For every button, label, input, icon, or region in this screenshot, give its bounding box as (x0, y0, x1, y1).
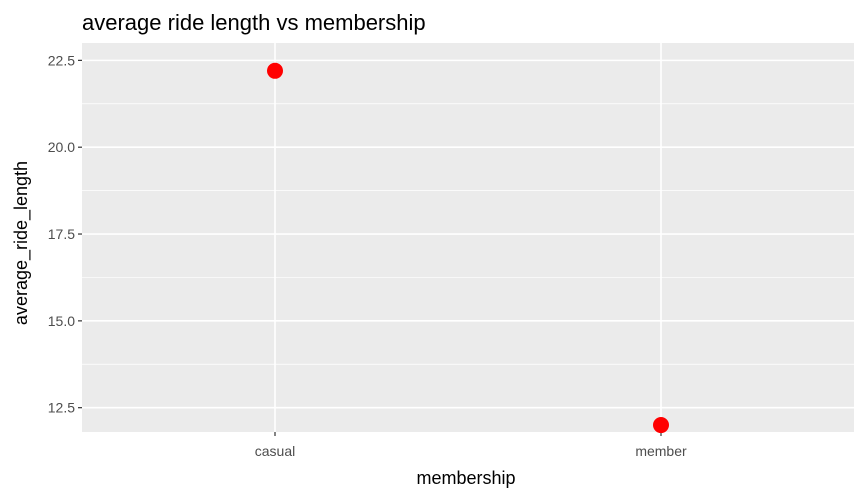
plot-panel (82, 43, 854, 432)
y-axis-title: average_ride_length (11, 161, 32, 325)
x-tick-label: casual (255, 443, 295, 459)
data-point-member (653, 417, 669, 434)
data-point-casual (267, 62, 283, 79)
y-tick-label: 12.5 (48, 400, 75, 416)
y-tick-label: 22.5 (48, 52, 75, 68)
y-tick-label: 15.0 (48, 313, 75, 329)
x-tick-label: member (635, 443, 687, 459)
x-axis-title: membership (416, 468, 515, 488)
y-tick-label: 17.5 (48, 226, 75, 242)
chart-title: average ride length vs membership (82, 10, 426, 35)
y-tick-label: 20.0 (48, 139, 75, 155)
